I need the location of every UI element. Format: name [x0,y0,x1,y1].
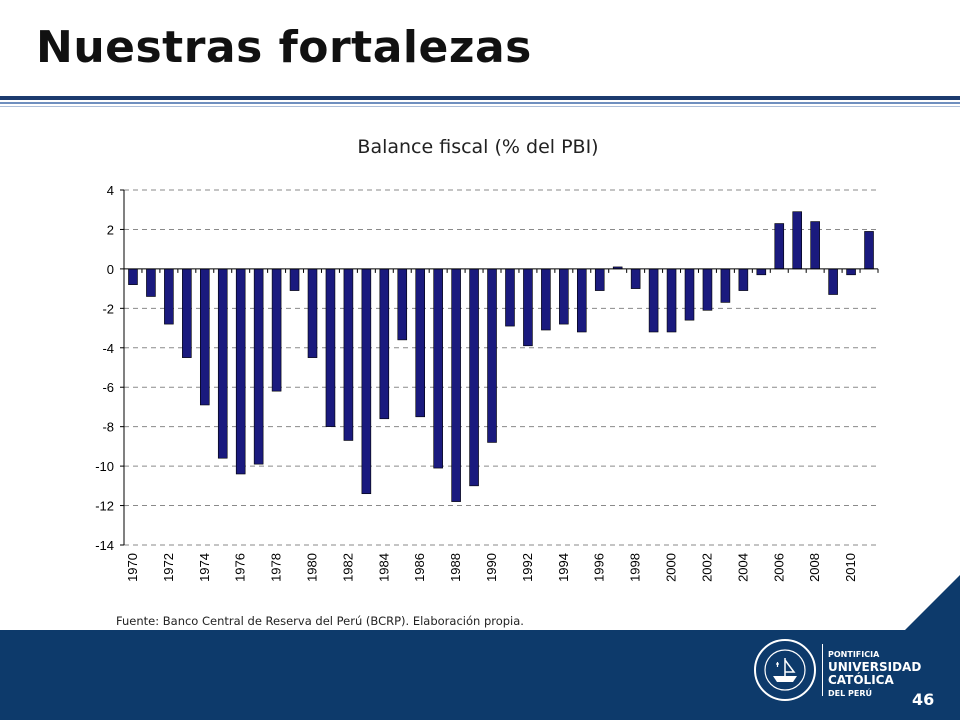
bar-1972 [164,268,174,325]
bar-1985 [397,268,408,341]
y-tick-label: 0 [107,262,114,277]
x-tick-label: 1992 [520,553,535,582]
x-tick-label: 1974 [197,553,212,582]
bar-1981 [325,268,336,427]
bar-2011 [864,231,874,270]
x-tick-label: 2006 [771,553,786,582]
bar-2003 [720,268,731,303]
bar-1991 [505,268,515,327]
bar-1980 [307,268,318,358]
title-rule-secondary [0,102,960,104]
y-axis-ticks: 4 2 0 -2 -4 -6 -8 -10 -12 -14 [95,183,124,553]
bar-1983 [361,268,372,495]
y-tick-label: -2 [102,301,114,316]
x-tick-label: 1984 [376,553,391,582]
title-rule-tertiary [0,106,960,107]
bar-1975 [217,268,228,459]
title-rule [0,96,960,100]
bar-1979 [289,268,300,291]
x-axis-ticks: 1970 1972 1974 1976 1978 1980 1982 1984 1986 1988… [123,268,879,582]
y-tick-label: 2 [107,222,114,237]
bar-1993 [541,268,551,331]
bar-1999 [648,268,659,333]
bar-2006 [774,223,785,270]
bar-1992 [523,268,533,347]
bar-1994 [559,268,569,325]
x-tick-label: 2002 [699,553,714,582]
logo-text: PONTIFICIA UNIVERSIDAD CATÓLICA DEL PERÚ [828,648,921,700]
x-tick-label: 2008 [807,553,822,582]
page-number: 46 [912,690,935,709]
x-tick-label: 1994 [556,553,571,582]
university-seal-icon [754,639,816,701]
bar-2009 [828,268,838,295]
source-note: Fuente: Banco Central de Reserva del Per… [116,614,524,628]
y-tick-label: -8 [102,420,114,435]
bar-2001 [684,268,695,321]
x-tick-label: 1980 [305,553,320,582]
bar-2010 [846,268,856,276]
chart-bars [128,211,874,502]
bar-1990 [487,268,497,443]
x-tick-label: 1978 [269,553,284,582]
chart-title: Balance fiscal (% del PBI) [357,136,598,158]
bar-1982 [343,268,354,441]
bar-1977 [253,268,264,465]
bar-2008 [810,221,820,270]
logo-divider [822,644,823,696]
x-tick-label: 2010 [843,553,858,582]
bar-2004 [738,268,749,291]
bar-1970 [128,268,138,285]
bar-1984 [379,268,390,420]
x-tick-label: 1998 [628,553,643,582]
bar-1974 [199,268,210,406]
x-tick-label: 1990 [484,553,499,582]
bar-1987 [433,268,443,469]
logo-line-3: CATÓLICA [828,673,894,687]
y-tick-label: -12 [95,499,114,514]
bar-2007 [792,211,803,270]
bar-1978 [271,268,282,392]
bar-2000 [666,268,677,333]
logo-line-2: UNIVERSIDAD [828,660,922,674]
bar-2005 [756,268,767,276]
y-tick-label: -4 [102,341,114,356]
bar-1989 [469,268,479,487]
bar-1998 [630,268,641,289]
fiscal-balance-chart: Balance fiscal (% del PBI) 4 2 0 -2 -4 -6 -8 -1… [95,136,879,582]
logo-line-1: PONTIFICIA [828,650,880,659]
bar-1996 [594,268,605,291]
x-tick-label: 1970 [125,553,140,582]
bar-1988 [451,268,461,502]
university-logo: PONTIFICIA UNIVERSIDAD CATÓLICA DEL PERÚ [752,638,922,702]
bar-1995 [576,268,587,333]
bar-1971 [146,268,156,297]
bar-1973 [182,268,192,358]
bar-1986 [415,268,426,418]
x-tick-label: 1996 [592,553,607,582]
y-tick-label: -14 [95,538,114,553]
logo-line-4: DEL PERÚ [828,689,872,698]
x-tick-label: 1988 [448,553,463,582]
x-tick-label: 2000 [664,553,679,582]
slide-title: Nuestras fortalezas [36,22,532,73]
y-tick-label: 4 [107,183,114,198]
x-tick-label: 1982 [340,553,355,582]
bar-2002 [702,268,713,311]
x-tick-label: 2004 [735,553,750,582]
x-tick-label: 1986 [412,553,427,582]
y-tick-label: -10 [95,459,114,474]
x-tick-label: 1972 [161,553,176,582]
x-tick-label: 1976 [233,553,248,582]
y-tick-label: -6 [102,380,114,395]
bar-1976 [235,268,246,475]
